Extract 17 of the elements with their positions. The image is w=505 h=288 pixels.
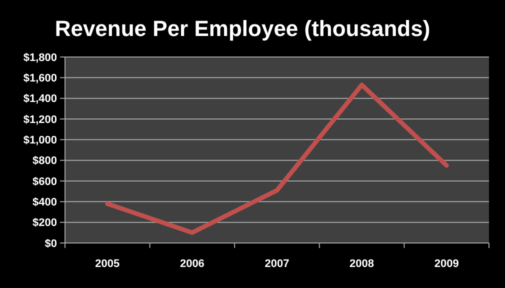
y-tick-label: $1,200 — [23, 114, 57, 126]
x-tick-label: 2009 — [434, 258, 459, 270]
y-tick-label: $1,600 — [23, 72, 57, 85]
y-tick-label: $200 — [32, 217, 57, 230]
y-tick-label: $1,400 — [23, 93, 57, 106]
x-tick-label: 2006 — [180, 258, 204, 270]
line-series — [105, 82, 449, 235]
y-tick-label: $800 — [32, 155, 57, 168]
y-tick-label: $0 — [44, 238, 57, 250]
y-tick-label: $600 — [32, 176, 57, 188]
x-tick-label: 2008 — [350, 258, 374, 270]
y-tick-label: $400 — [32, 196, 57, 209]
x-tick-label: 2005 — [95, 258, 120, 270]
x-tick-label: 2007 — [264, 258, 290, 270]
chart-title: Revenue Per Employee (thousands) — [54, 16, 430, 41]
y-tick-label: $1,800 — [23, 52, 57, 64]
y-tick-label: $1,000 — [23, 134, 57, 147]
